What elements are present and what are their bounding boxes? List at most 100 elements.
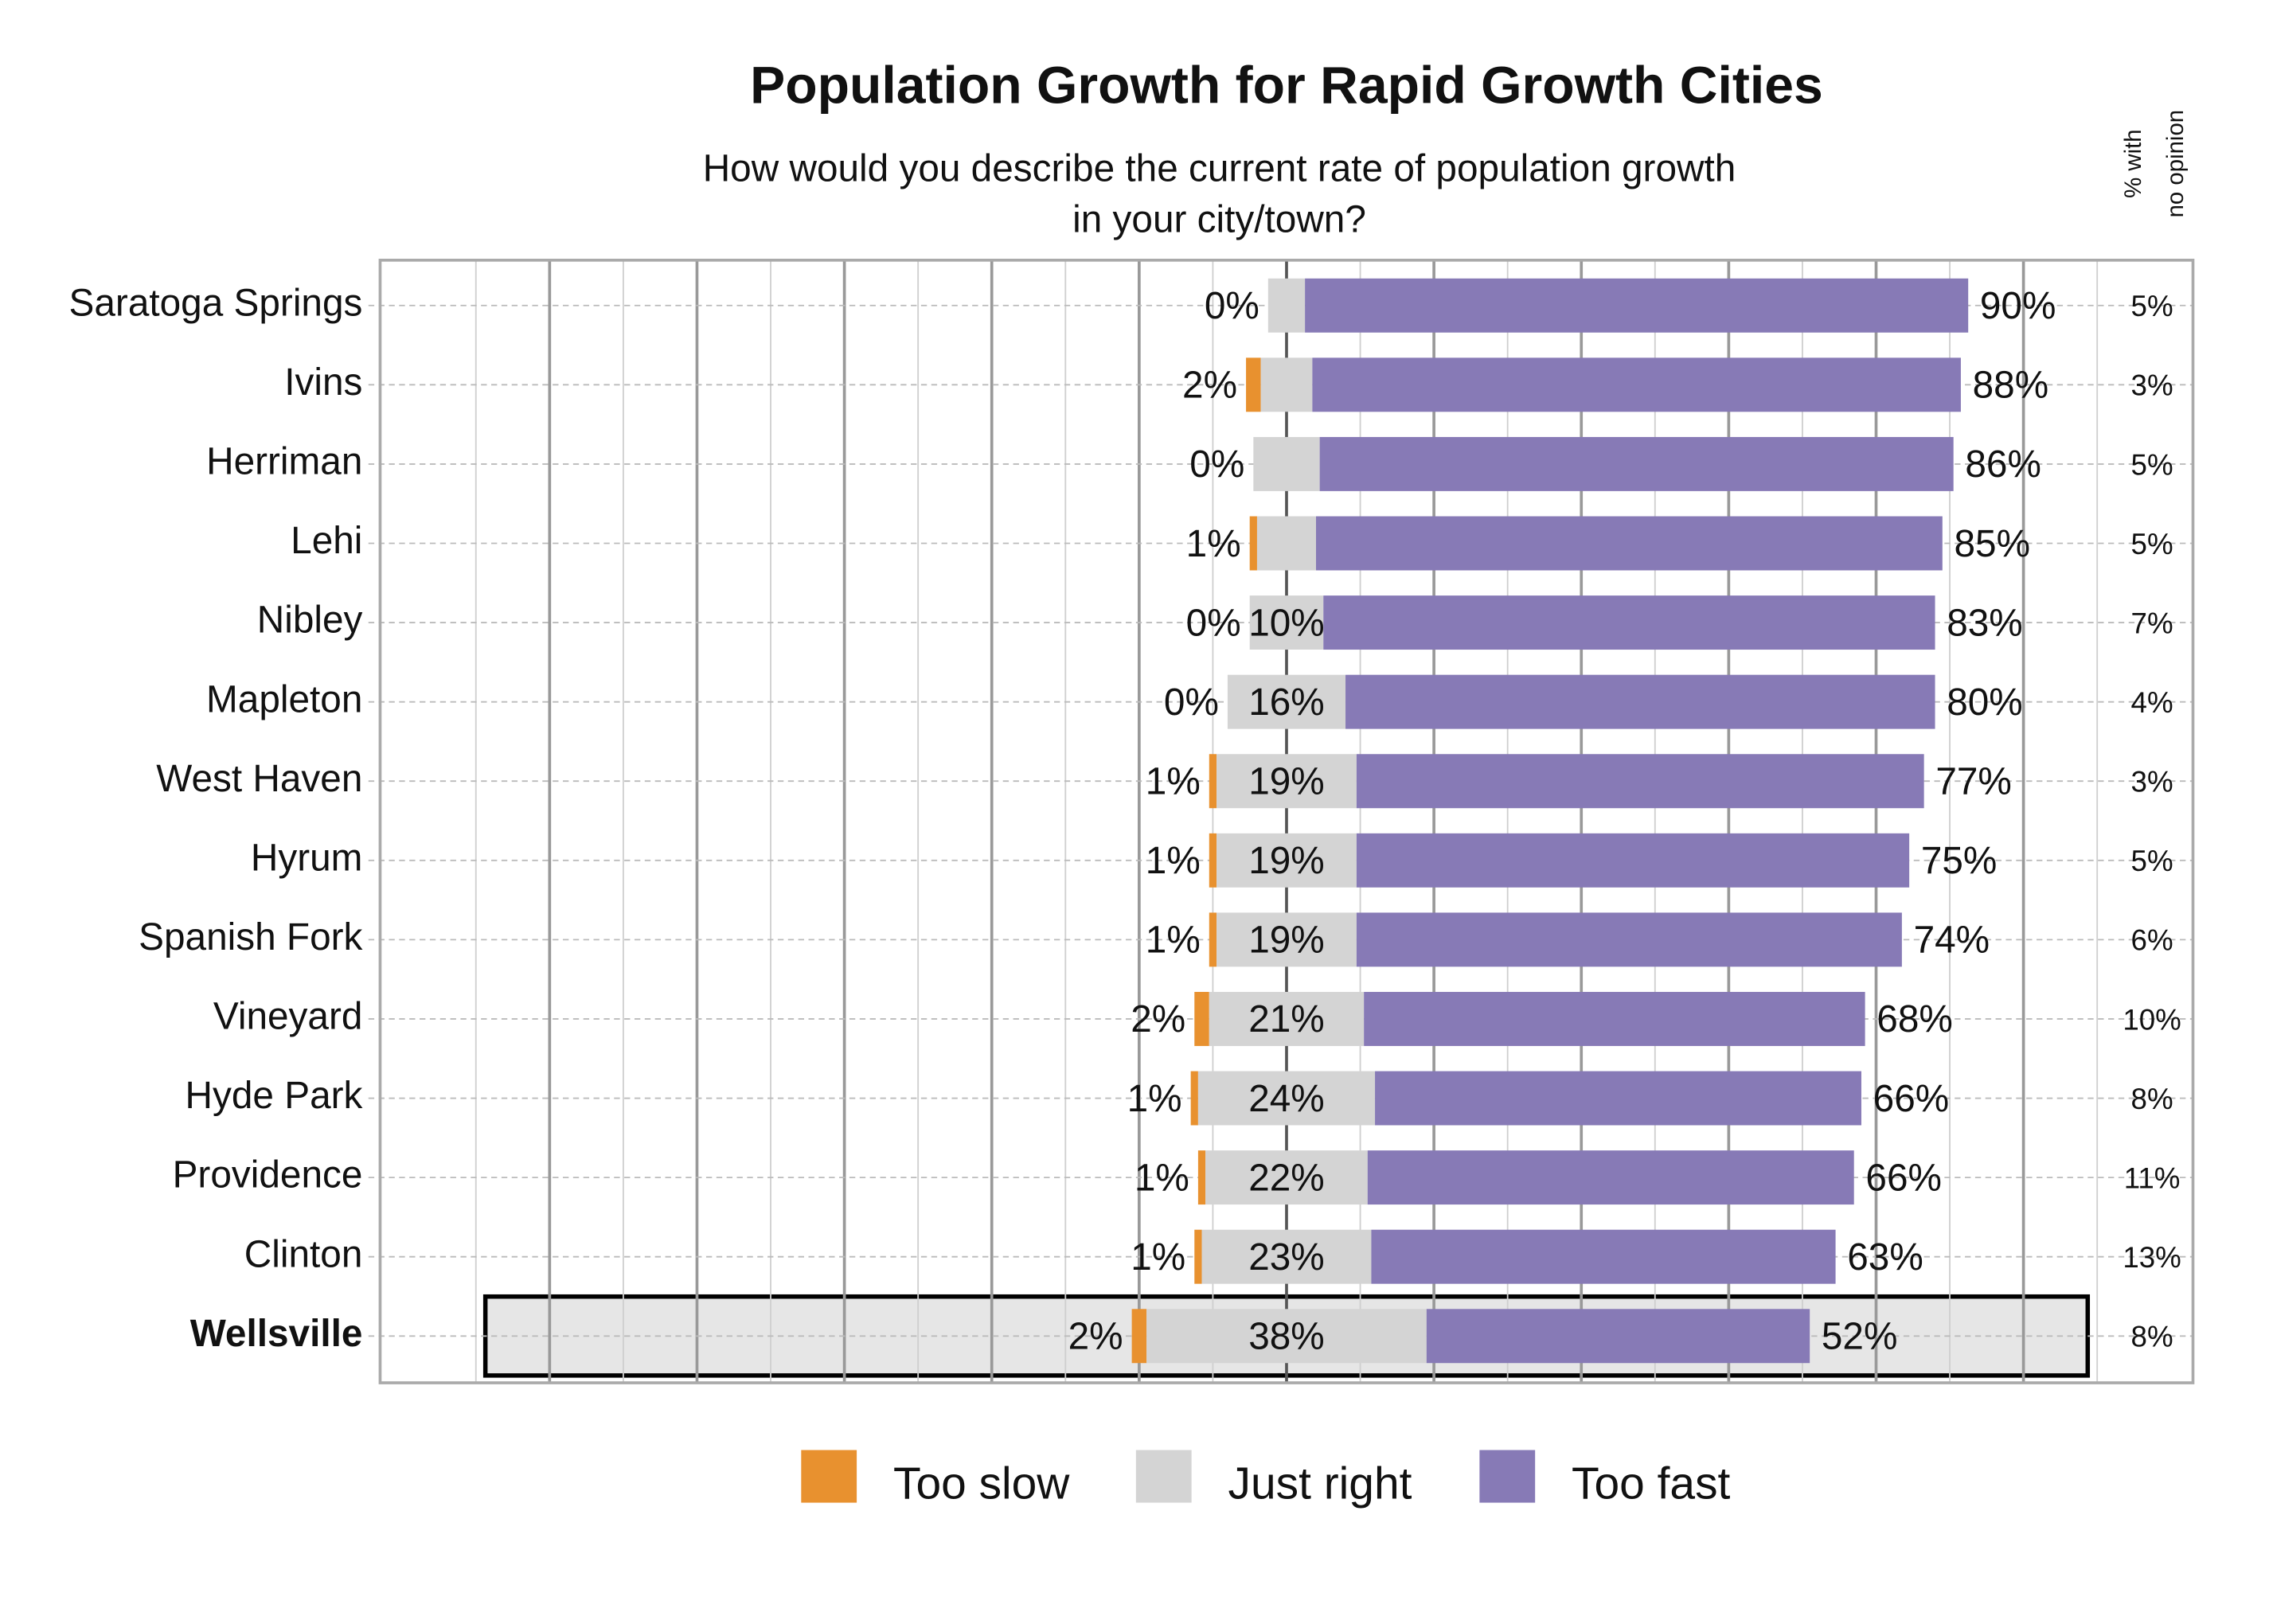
legend-label: Too fast [1572,1458,1730,1509]
value-label: 1% [1131,1236,1185,1279]
value-label: 0% [1186,602,1241,644]
bar-segment [1305,278,1969,333]
chart-title: Population Growth for Rapid Growth Citie… [750,56,1823,115]
column-header: % with [2120,129,2146,198]
no-opinion-label: 11% [2124,1161,2181,1194]
bar-segment [1319,436,1954,491]
legend-swatch [1479,1450,1536,1503]
no-opinion-label: 8% [2131,1083,2173,1115]
bar-segment [1217,833,1357,888]
value-label: 85% [1954,523,2030,565]
value-label: 22% [1248,1157,1325,1199]
value-label: 88% [1973,365,2049,407]
bar-segment [1194,991,1209,1046]
value-label: 75% [1921,840,1998,882]
bar-segment [1316,516,1943,571]
bar-segment [1205,1150,1368,1205]
bar-segment [1197,1071,1376,1126]
legend-swatch [801,1450,857,1503]
legend-label: Too slow [893,1458,1070,1509]
bar-segment [1267,278,1306,333]
value-label: 1% [1127,1078,1182,1120]
bar-segment [1323,595,1935,650]
y-tick-label: Providence [173,1154,363,1197]
bar-segment [1249,595,1324,650]
y-tick-label: Mapleton [206,678,362,720]
value-label: 19% [1248,919,1325,962]
bar-segment [1256,516,1317,571]
bar-segment [1217,754,1357,809]
bar-segment [1356,912,1902,967]
bar-segment [1227,674,1346,729]
y-tick-label: Clinton [244,1233,363,1275]
bar-segment [1190,1071,1198,1126]
value-label: 19% [1248,761,1325,803]
value-label: 83% [1947,602,2023,644]
rows: Saratoga Springs 0% 90% 5% Ivins 2% 88% 3% Herri… [69,278,2193,1364]
value-label: 0% [1164,681,1219,724]
value-label: 66% [1865,1157,1942,1199]
value-label: 68% [1877,998,1953,1040]
value-label: 1% [1134,1157,1189,1199]
bar-segment [1131,1309,1147,1364]
value-label: 2% [1068,1316,1123,1358]
no-opinion-label: 13% [2123,1241,2181,1274]
bar-segment [1146,1309,1427,1364]
bar-segment [1375,1071,1861,1126]
no-opinion-label: 10% [2123,1003,2181,1036]
column-header: no opinion [2162,110,2189,218]
value-label: 1% [1186,523,1241,565]
bar-segment [1197,1150,1206,1205]
bar-segment [1364,991,1865,1046]
value-label: 16% [1248,681,1325,724]
legend: Too slow Just right Too fast [801,1450,1731,1509]
bar-segment [1201,1229,1372,1284]
bar-segment [1217,912,1357,967]
y-tick-label: Vineyard [213,996,363,1038]
bar-segment [1367,1150,1854,1205]
y-tick-label: West Haven [156,758,362,800]
y-tick-label: Saratoga Springs [69,282,363,324]
legend-label: Just right [1228,1458,1412,1509]
no-opinion-label: 3% [2131,766,2173,798]
value-label: 2% [1182,365,1237,407]
bar-segment [1209,754,1217,809]
bar-segment [1426,1309,1810,1364]
value-label: 80% [1947,681,2023,724]
value-label: 1% [1146,840,1201,882]
value-label: 1% [1146,761,1201,803]
no-opinion-label: 7% [2131,607,2173,639]
value-label: 1% [1146,919,1201,962]
value-label: 77% [1935,761,2012,803]
value-label: 10% [1248,602,1325,644]
y-tick-label: Nibley [257,599,363,642]
bar-segment [1249,516,1257,571]
y-tick-label: Hyde Park [186,1075,363,1117]
plot-frame [378,259,2195,1384]
no-opinion-label: 5% [2131,290,2173,322]
chart-subtitle: in your city/town? [1072,199,1366,241]
value-label: 63% [1847,1236,1923,1279]
no-opinion-label: 4% [2131,686,2173,719]
value-label: 21% [1248,998,1325,1040]
no-opinion-label: 5% [2131,448,2173,481]
value-label: 2% [1131,998,1185,1040]
y-tick-label: Ivins [284,361,362,404]
value-label: 0% [1189,443,1244,486]
value-label: 90% [1980,285,2056,327]
value-label: 66% [1873,1078,1950,1120]
y-tick-label: Lehi [291,520,362,562]
y-tick-label: Hyrum [251,837,363,879]
bar-segment [1371,1229,1836,1284]
y-tick-label: Wellsville [190,1313,363,1355]
value-label: 74% [1914,919,1990,962]
bar-segment [1209,991,1365,1046]
bar-segment [1209,833,1217,888]
bar-segment [1209,912,1217,967]
no-opinion-label: 6% [2131,924,2173,957]
value-label: 23% [1248,1236,1325,1279]
value-label: 52% [1822,1316,1898,1358]
y-tick-label: Herriman [206,441,362,483]
